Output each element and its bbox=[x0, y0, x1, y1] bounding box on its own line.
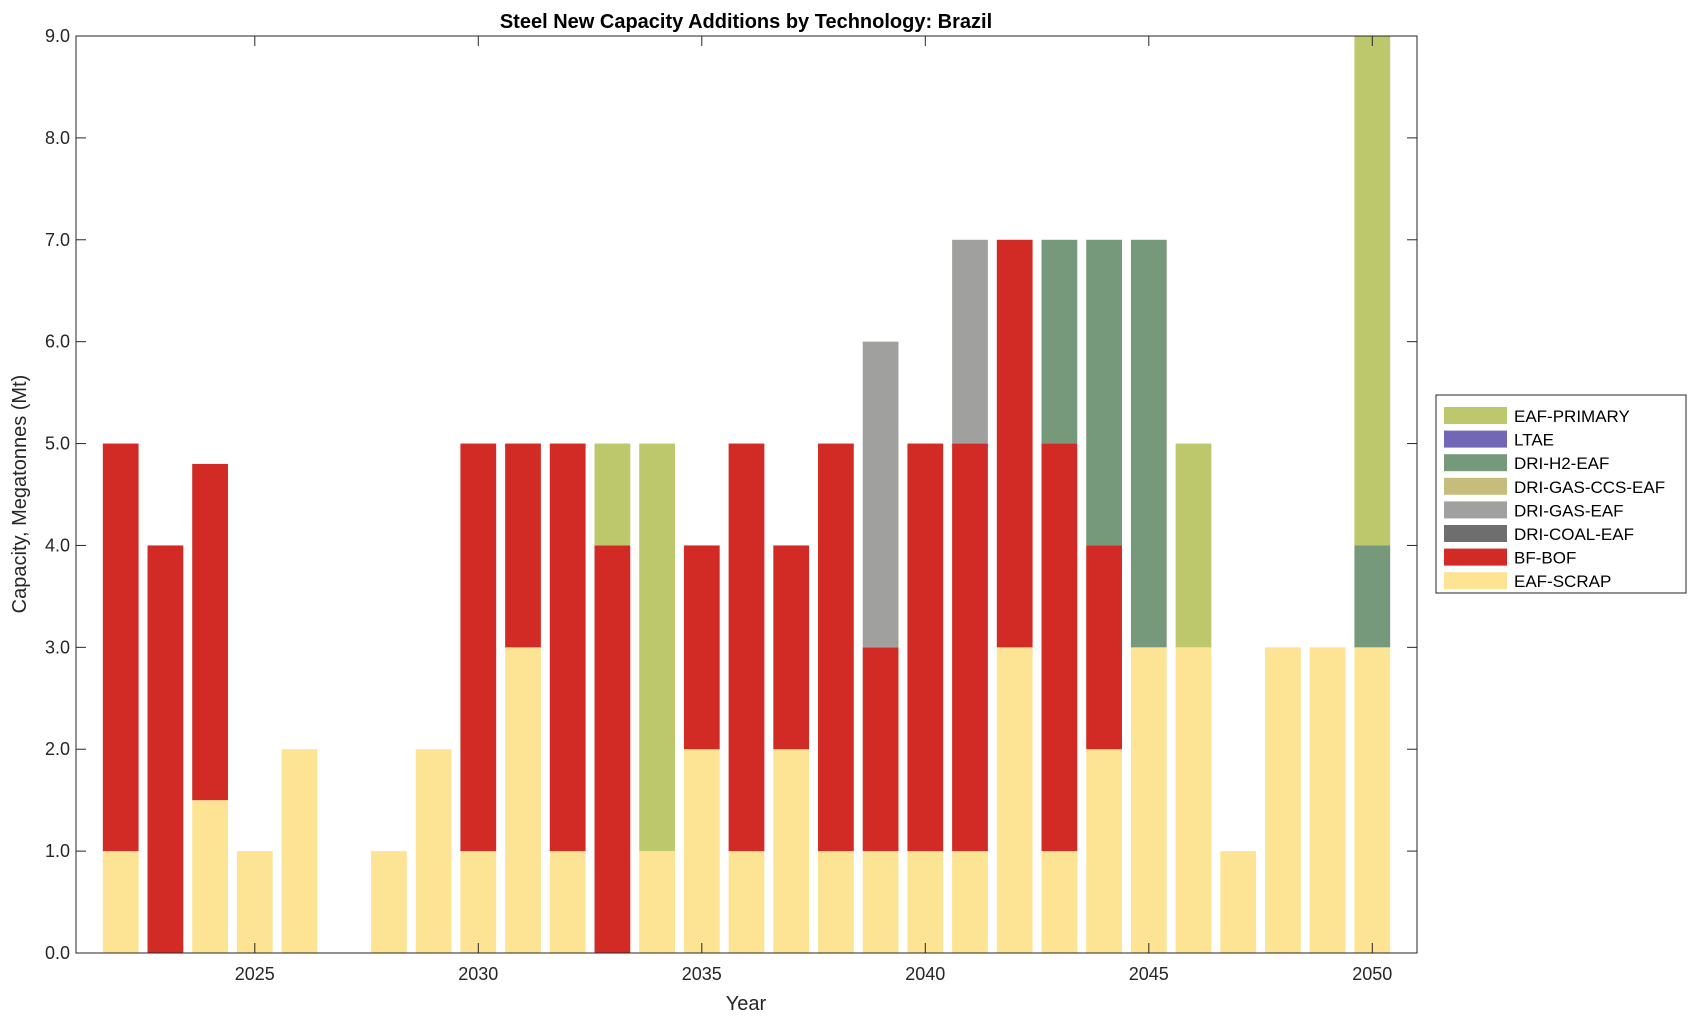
bar-dri-h2-eaf-2043 bbox=[1041, 239, 1078, 444]
bar-eaf-scrap-2025 bbox=[236, 851, 273, 953]
bar-bf-bof-2043 bbox=[1041, 443, 1078, 852]
bar-bf-bof-2024 bbox=[192, 463, 228, 801]
bar-eaf-scrap-2031 bbox=[505, 647, 541, 953]
bar-eaf-scrap-2047 bbox=[1220, 851, 1257, 953]
legend-swatch-dri-gas-eaf bbox=[1444, 501, 1507, 519]
bar-eaf-scrap-2037 bbox=[773, 749, 810, 953]
legend-swatch-dri-coal-eaf bbox=[1444, 525, 1507, 542]
bar-bf-bof-2041 bbox=[952, 443, 988, 852]
bar-eaf-scrap-2040 bbox=[907, 851, 944, 953]
legend-swatch-dri-h2-eaf bbox=[1444, 454, 1507, 472]
x-tick-label: 2030 bbox=[458, 964, 498, 984]
bar-eaf-scrap-2038 bbox=[818, 851, 854, 953]
bar-bf-bof-2044 bbox=[1086, 545, 1122, 750]
bar-bf-bof-2023 bbox=[147, 545, 184, 953]
legend-swatch-ltae bbox=[1444, 430, 1507, 448]
legend: EAF-PRIMARY LTAE DRI-H2-EAF DRI-GAS-CCS-EAF… bbox=[1435, 394, 1687, 594]
bar-eaf-scrap-2042 bbox=[996, 647, 1033, 953]
bar-eaf-scrap-2048 bbox=[1265, 647, 1301, 953]
bar-bf-bof-2039 bbox=[862, 647, 899, 852]
y-tick-label: 7.0 bbox=[45, 230, 70, 250]
bar-bf-bof-2040 bbox=[907, 443, 944, 852]
legend-label: DRI-COAL-EAF bbox=[1514, 525, 1634, 544]
bar-bf-bof-2031 bbox=[505, 443, 541, 648]
bar-eaf-scrap-2036 bbox=[728, 851, 765, 953]
legend-label: DRI-GAS-CCS-EAF bbox=[1514, 478, 1665, 497]
legend-label: DRI-GAS-EAF bbox=[1514, 501, 1624, 520]
bar-eaf-scrap-2049 bbox=[1309, 647, 1346, 953]
bar-dri-gas-eaf-2039 bbox=[862, 341, 899, 648]
bar-eaf-scrap-2032 bbox=[549, 851, 586, 953]
bar-eaf-scrap-2029 bbox=[415, 749, 452, 953]
y-tick-label: 4.0 bbox=[45, 535, 70, 555]
bar-eaf-scrap-2044 bbox=[1086, 749, 1122, 953]
bar-bf-bof-2042 bbox=[996, 239, 1033, 648]
x-tick-label: 2050 bbox=[1352, 964, 1392, 984]
bar-bf-bof-2037 bbox=[773, 545, 810, 750]
y-tick-label: 0.0 bbox=[45, 943, 70, 963]
bar-bf-bof-2033 bbox=[594, 545, 631, 953]
bar-eaf-primary-2034 bbox=[639, 443, 675, 852]
bar-eaf-scrap-2022 bbox=[102, 851, 139, 953]
bar-dri-h2-eaf-2050 bbox=[1354, 545, 1391, 648]
bar-eaf-scrap-2024 bbox=[192, 800, 228, 953]
bar-eaf-scrap-2041 bbox=[952, 851, 988, 953]
bar-eaf-primary-2046 bbox=[1175, 443, 1212, 648]
x-tick-label: 2025 bbox=[235, 964, 275, 984]
legend-swatch-bf-bof bbox=[1444, 548, 1507, 566]
y-axis-label: Capacity, Megatonnes (Mt) bbox=[9, 375, 31, 614]
x-tick-label: 2040 bbox=[905, 964, 945, 984]
bar-eaf-scrap-2050 bbox=[1354, 647, 1391, 953]
chart-title: Steel New Capacity Additions by Technolo… bbox=[500, 11, 992, 33]
bar-eaf-scrap-2045 bbox=[1130, 647, 1167, 953]
y-tick-label: 3.0 bbox=[45, 637, 70, 657]
bar-bf-bof-2036 bbox=[728, 443, 765, 852]
y-tick-label: 8.0 bbox=[45, 128, 70, 148]
x-axis-label: Year bbox=[726, 993, 767, 1015]
bar-bf-bof-2032 bbox=[549, 443, 586, 852]
bar-dri-h2-eaf-2045 bbox=[1130, 239, 1167, 648]
bar-eaf-scrap-2046 bbox=[1175, 647, 1212, 953]
y-tick-label: 5.0 bbox=[45, 434, 70, 454]
legend-swatch-eaf-primary bbox=[1444, 407, 1507, 424]
y-tick-label: 2.0 bbox=[45, 739, 70, 759]
bar-dri-h2-eaf-2044 bbox=[1086, 239, 1122, 546]
legend-label: LTAE bbox=[1514, 431, 1554, 450]
x-tick-label: 2035 bbox=[682, 964, 722, 984]
bar-eaf-scrap-2028 bbox=[371, 851, 407, 953]
legend-label: BF-BOF bbox=[1514, 549, 1576, 568]
legend-swatch-dri-gas-ccs-eaf bbox=[1444, 477, 1507, 495]
bar-eaf-scrap-2043 bbox=[1041, 851, 1078, 953]
bar-eaf-primary-2050 bbox=[1354, 36, 1391, 546]
legend-label: EAF-PRIMARY bbox=[1514, 407, 1630, 426]
bar-dri-gas-eaf-2041 bbox=[952, 239, 988, 444]
y-tick-label: 9.0 bbox=[45, 26, 70, 46]
bar-eaf-scrap-2039 bbox=[862, 851, 899, 953]
bar-bf-bof-2035 bbox=[683, 545, 720, 750]
legend-label: DRI-H2-EAF bbox=[1514, 454, 1609, 473]
legend-label: EAF-SCRAP bbox=[1514, 572, 1611, 591]
bar-bf-bof-2038 bbox=[818, 443, 854, 852]
bar-eaf-scrap-2026 bbox=[281, 749, 318, 953]
bar-eaf-scrap-2035 bbox=[683, 749, 720, 953]
plot-area-border bbox=[75, 35, 1418, 954]
x-tick-label: 2045 bbox=[1129, 964, 1169, 984]
bar-eaf-scrap-2030 bbox=[460, 851, 497, 953]
bar-bf-bof-2022 bbox=[102, 443, 139, 852]
bar-bf-bof-2030 bbox=[460, 443, 497, 852]
bar-eaf-scrap-2034 bbox=[639, 851, 675, 953]
y-tick-label: 1.0 bbox=[45, 841, 70, 861]
bar-eaf-primary-2033 bbox=[594, 443, 631, 546]
legend-swatch-eaf-scrap bbox=[1444, 572, 1507, 590]
y-tick-label: 6.0 bbox=[45, 332, 70, 352]
